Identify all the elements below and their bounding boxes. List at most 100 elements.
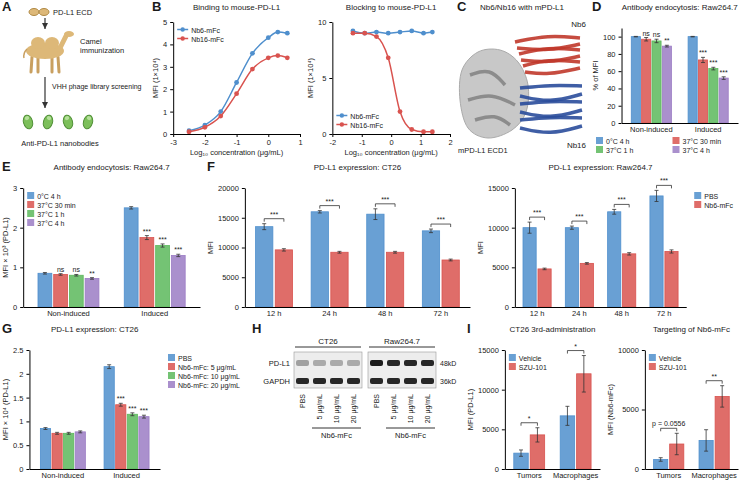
bar: [623, 254, 636, 307]
significance: **: [711, 373, 717, 380]
legend-swatch: [673, 137, 680, 144]
error-cap: [130, 412, 134, 413]
chart-title: PD-L1 expression: CT26: [51, 325, 139, 334]
tick: 0: [13, 303, 23, 312]
tick: -2: [202, 134, 209, 147]
error-cap: [90, 277, 94, 278]
tick-label: 2: [163, 85, 167, 94]
error-cap: [585, 264, 589, 265]
error-cap: [704, 429, 708, 430]
tick: 1.5: [13, 394, 29, 403]
tick-label: 1.5: [13, 394, 23, 403]
error-bar: [146, 236, 147, 240]
bar: [650, 196, 663, 307]
error-cap: [701, 62, 705, 63]
chart: BBinding to mouse-PD-L1012345MFI (1×10⁴)…: [151, 0, 303, 157]
legend-label: 37°C 30 min: [683, 138, 722, 145]
error-bar: [109, 365, 110, 369]
significance: ***: [660, 177, 668, 184]
legend-item: 37°C 1 h: [27, 210, 64, 218]
error-bar: [162, 244, 163, 247]
data-point: [409, 127, 414, 132]
step-label: PD-L1 ECD: [53, 8, 93, 17]
legend-label: 0°C 4 h: [37, 193, 61, 200]
tick: Tumors: [656, 471, 681, 480]
tick-label: 5000: [222, 273, 239, 282]
tick-label: 0: [19, 465, 23, 474]
legend-item: 0°C 4 h: [596, 137, 630, 145]
tick-mark: [170, 44, 173, 45]
tick-label: 0: [495, 465, 499, 474]
bar: [580, 263, 593, 307]
bar: [662, 46, 671, 123]
nanobody-cdr: [86, 116, 91, 121]
tick: 24 h: [322, 309, 337, 318]
plot-marks: [514, 356, 591, 469]
legend-label: Nb16-mFc: [350, 122, 383, 129]
diagram: APD-L1 ECDCamelimmunizationVHH phage lib…: [2, 0, 142, 148]
data-point: [398, 109, 403, 114]
tick-label: 0: [611, 119, 615, 128]
legend-label: SZU-101: [519, 364, 547, 371]
axis-title: Log₁₀ concentration (μg/mL): [190, 148, 284, 157]
chart: Blocking to mouse-PD-L10510MFI (1×10⁴)Lo…: [306, 3, 453, 157]
error-bar: [375, 209, 376, 220]
tick-label: 0: [390, 138, 394, 147]
bar: [116, 405, 126, 469]
data-point: [386, 55, 391, 60]
tick-mark: [619, 106, 622, 107]
axis-line: [332, 23, 333, 135]
axis-line: [24, 307, 201, 308]
bar: [631, 37, 640, 123]
nanobody-icon: [82, 114, 94, 130]
tick: 2: [19, 370, 29, 379]
tick-mark: [362, 134, 363, 137]
tick: 5: [163, 18, 173, 27]
panel-letter: C: [457, 0, 467, 14]
legend-swatch: [168, 372, 175, 379]
tick-mark: [20, 267, 23, 268]
tick-mark: [20, 228, 23, 229]
tick-label: 2: [19, 370, 23, 379]
chart-title: PD-L1 expression: CT26: [314, 163, 402, 172]
axis-line: [505, 469, 600, 470]
error-bar: [430, 229, 431, 233]
significance: ***: [117, 395, 125, 402]
camel-leg: [51, 57, 54, 72]
structure-label: Nb6: [571, 20, 586, 29]
protein-strand: [470, 71, 505, 85]
bar: [331, 252, 348, 307]
tick: Non-induced: [42, 471, 85, 480]
y-axis: 050001000015000: [478, 346, 505, 474]
panel-letter: F: [207, 159, 215, 174]
legend-item: Nb16-mFc: [177, 36, 224, 43]
axis-line: [30, 469, 161, 470]
error-bar: [583, 356, 584, 392]
nanobody-domain: [62, 114, 74, 130]
tick: 2: [13, 224, 23, 233]
tick: 3: [13, 184, 23, 193]
bar: [124, 208, 138, 307]
camel-hump: [45, 37, 59, 49]
tick: -2: [330, 134, 337, 147]
error-bar: [656, 39, 657, 42]
data-point: [409, 29, 414, 34]
tick-mark: [619, 37, 622, 38]
legend-swatch: [27, 219, 34, 226]
bar: [104, 367, 114, 469]
error-cap: [655, 201, 659, 202]
legend-label: Nb6-mFc: 5 μg/mL: [178, 364, 236, 372]
x-axis: Non-inducedInduced: [24, 308, 201, 319]
error-cap: [43, 274, 47, 275]
bar: [442, 260, 459, 307]
tick-label: 3: [13, 184, 17, 193]
band: [347, 378, 360, 384]
treatment-label: Nb6-mFc: [321, 431, 352, 440]
legend-item: 37°C 1 h: [596, 146, 633, 154]
error-cap: [543, 268, 547, 269]
legend-label: Nb6-mFc: 20 μg/mL: [178, 382, 240, 390]
structure-label: Nb16: [567, 141, 587, 150]
nb6-strand: [515, 36, 580, 42]
tick: 0: [495, 465, 505, 474]
error-cap: [43, 429, 47, 430]
